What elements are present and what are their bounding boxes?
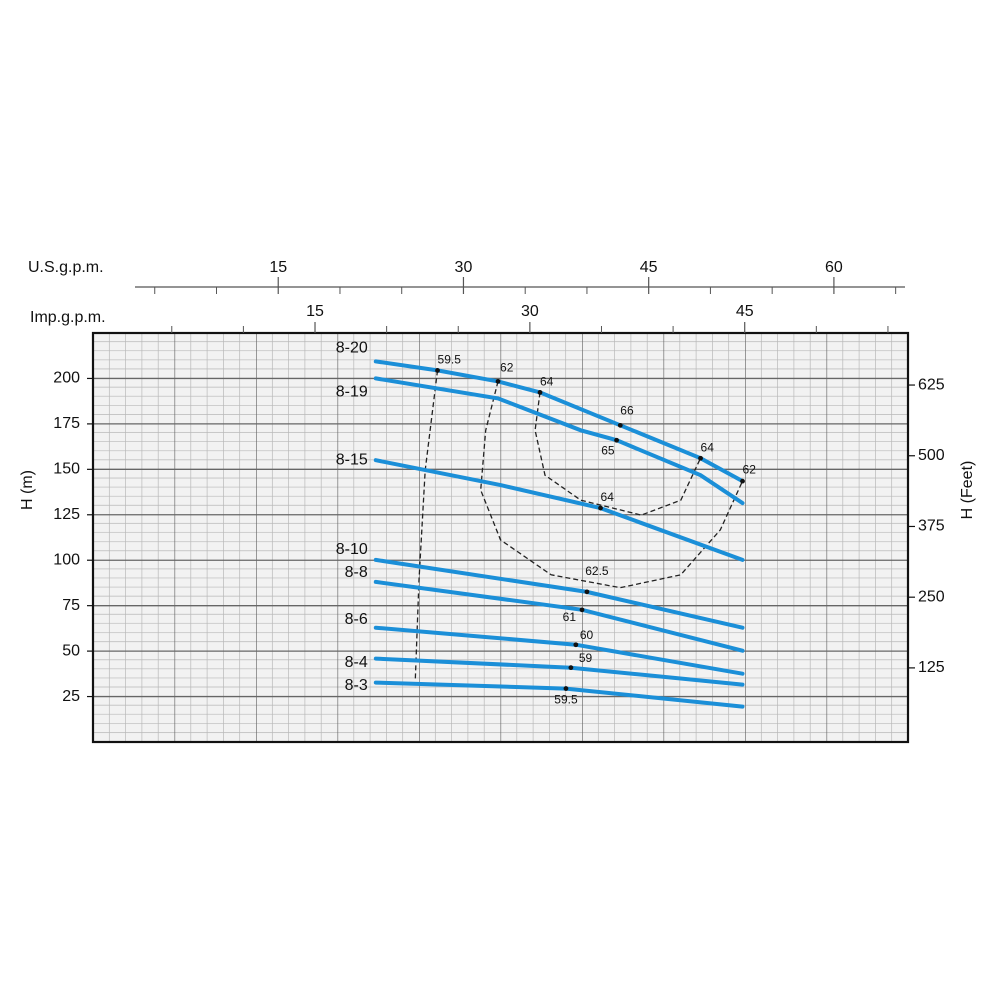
efficiency-label: 64 bbox=[540, 375, 554, 389]
efficiency-label: 64 bbox=[601, 490, 615, 504]
x-tick-label: 60 bbox=[825, 259, 843, 276]
curve-label: 8-19 bbox=[336, 384, 368, 401]
y2-tick-label: 500 bbox=[918, 447, 945, 464]
x2-tick-label: 45 bbox=[736, 303, 754, 320]
efficiency-label: 62 bbox=[500, 361, 514, 375]
y-tick-label: 25 bbox=[62, 688, 80, 705]
efficiency-label: 61 bbox=[563, 610, 577, 624]
y-axis-label: H (m) bbox=[19, 470, 36, 510]
x2-axis-label: Imp.g.p.m. bbox=[30, 309, 106, 326]
efficiency-point bbox=[573, 642, 579, 648]
y-tick-label: 150 bbox=[53, 461, 80, 478]
y2-tick-label: 625 bbox=[918, 376, 945, 393]
head-curve bbox=[373, 458, 745, 562]
efficiency-curve bbox=[534, 392, 702, 516]
efficiency-point bbox=[584, 589, 590, 595]
efficiency-label: 62.5 bbox=[585, 564, 609, 578]
y2-axis-label: H (Feet) bbox=[959, 461, 976, 520]
efficiency-point bbox=[563, 686, 569, 691]
x-axis-label: U.S.g.p.m. bbox=[28, 259, 104, 276]
curve-label: 8-3 bbox=[345, 677, 368, 694]
y2-tick-label: 375 bbox=[918, 518, 945, 535]
x-tick-label: 15 bbox=[269, 259, 287, 276]
efficiency-point bbox=[698, 455, 703, 461]
efficiency-label: 65 bbox=[601, 443, 615, 457]
curve-label: 8-10 bbox=[336, 541, 368, 558]
plot-grid bbox=[93, 333, 908, 742]
efficiency-point bbox=[598, 505, 603, 511]
plot-frame bbox=[91, 331, 910, 744]
efficiency-point bbox=[617, 422, 623, 428]
curve-label: 8-15 bbox=[336, 451, 368, 468]
x2-tick-label: 30 bbox=[521, 303, 539, 320]
efficiency-point bbox=[435, 368, 440, 373]
y2-tick-label: 250 bbox=[918, 588, 945, 605]
efficiency-point bbox=[740, 478, 745, 484]
efficiency-label: 62 bbox=[743, 462, 757, 476]
x-tick-label: 45 bbox=[640, 259, 658, 276]
y2-tick-label: 125 bbox=[918, 659, 945, 676]
x2-tick-label: 15 bbox=[306, 303, 324, 320]
efficiency-label: 59 bbox=[579, 651, 593, 665]
curve-label: 8-6 bbox=[345, 611, 368, 628]
curve-label: 8-4 bbox=[345, 654, 368, 671]
efficiency-label: 64 bbox=[701, 440, 715, 454]
efficiency-curve bbox=[480, 381, 744, 589]
x-tick-label: 30 bbox=[455, 259, 473, 276]
efficiency-label: 66 bbox=[620, 404, 634, 418]
head-curve bbox=[373, 376, 745, 506]
y-tick-label: 125 bbox=[53, 506, 80, 523]
efficiency-label: 60 bbox=[580, 628, 594, 642]
curve-label: 8-20 bbox=[336, 340, 368, 357]
efficiency-point bbox=[568, 665, 574, 671]
efficiency-point bbox=[537, 390, 543, 395]
efficiency-label: 59.5 bbox=[554, 693, 578, 707]
efficiency-label: 59.5 bbox=[438, 353, 462, 367]
efficiency-point bbox=[614, 437, 619, 443]
y-tick-label: 75 bbox=[62, 597, 80, 614]
y-tick-label: 50 bbox=[62, 642, 80, 659]
efficiency-point bbox=[579, 607, 585, 613]
y-tick-label: 200 bbox=[53, 370, 80, 387]
y-tick-label: 100 bbox=[53, 551, 80, 568]
efficiency-point bbox=[495, 378, 501, 384]
curve-label: 8-8 bbox=[345, 564, 368, 581]
y-tick-label: 175 bbox=[53, 415, 80, 432]
